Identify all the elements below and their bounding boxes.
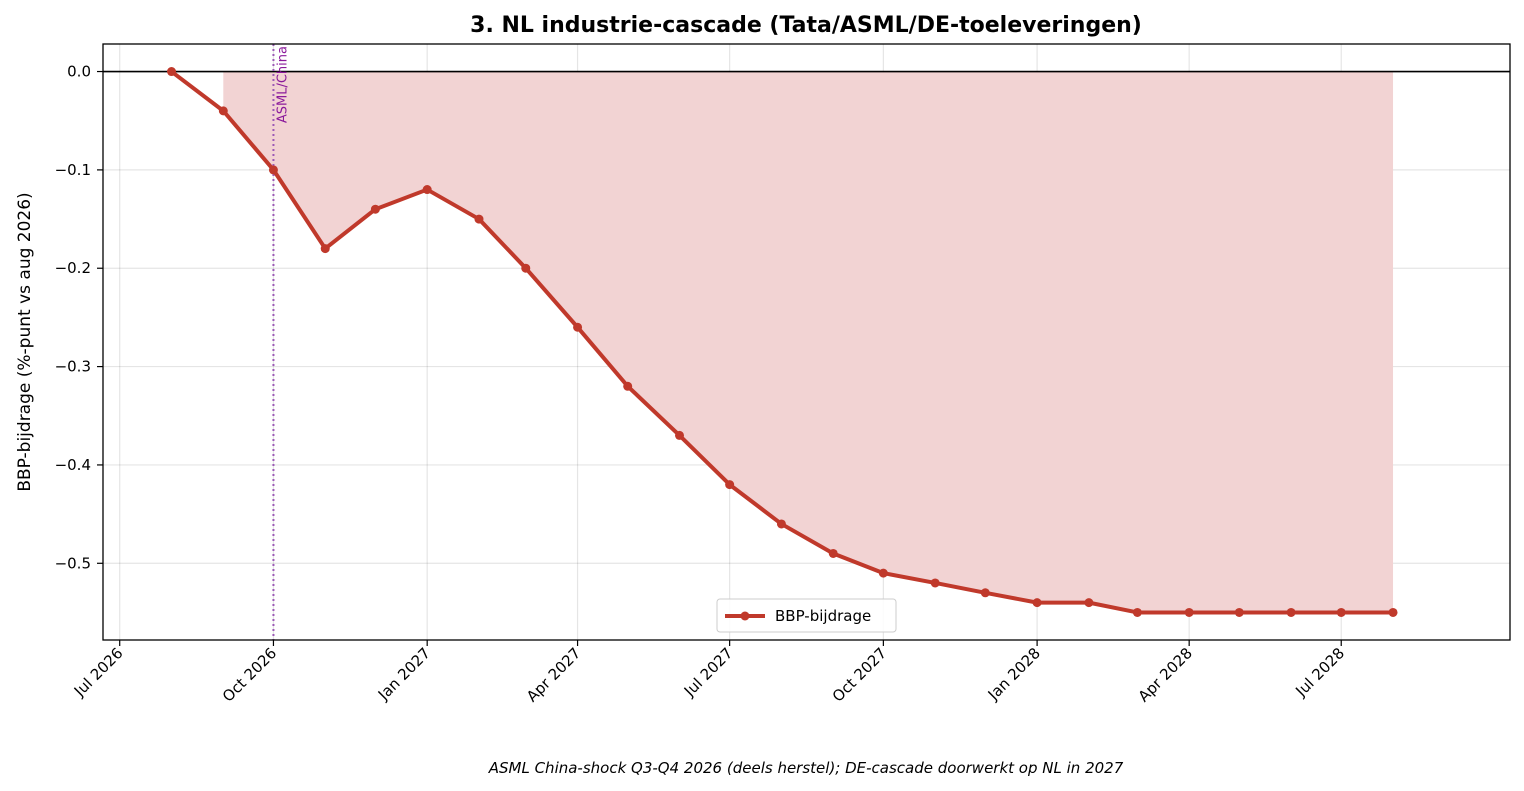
y-tick-label: 0.0	[67, 63, 91, 81]
data-point	[980, 588, 990, 598]
data-point	[218, 106, 228, 116]
series-points	[167, 67, 1398, 617]
data-point	[1132, 607, 1142, 617]
x-tick-label: Jul 2027	[680, 644, 737, 701]
x-tick-label: Jan 2028	[984, 644, 1044, 704]
data-point	[474, 214, 484, 224]
chart-title: 3. NL industrie-cascade (Tata/ASML/DE-to…	[470, 13, 1142, 38]
fill-area	[223, 71, 1394, 613]
data-point	[1388, 607, 1398, 617]
x-tick-label: Apr 2028	[1135, 644, 1196, 705]
data-point	[1336, 607, 1346, 617]
asml-china-marker-label: ASML/China	[275, 46, 290, 123]
y-axis-label: BBP-bijdrage (%-punt vs aug 2026)	[15, 192, 35, 491]
data-point	[623, 381, 633, 391]
data-point	[167, 67, 177, 77]
y-tick-label: −0.2	[55, 259, 91, 277]
x-tick-label: Jul 2028	[1291, 644, 1348, 701]
data-point	[675, 430, 685, 440]
data-point	[1032, 598, 1042, 608]
data-point	[268, 165, 278, 175]
data-point	[1234, 607, 1244, 617]
legend-label-bbp-bijdrage: BBP-bijdrage	[775, 607, 871, 625]
plot-frame	[102, 43, 1511, 641]
data-point	[573, 322, 583, 332]
x-tick-label: Jan 2027	[374, 644, 434, 704]
y-tick-label: −0.4	[55, 456, 91, 474]
y-tick-label: −0.1	[55, 161, 91, 179]
y-tick-label: −0.3	[55, 358, 91, 376]
data-point	[1084, 598, 1094, 608]
data-point	[320, 244, 330, 254]
legend: BBP-bijdrage	[716, 598, 897, 633]
data-point	[1184, 607, 1194, 617]
data-point	[828, 548, 838, 558]
x-tick-label: Jul 2026	[70, 644, 127, 701]
x-axis: Jul 2026 Oct 2026 Jan 2027 Apr 2027 Jul 2027…	[70, 640, 1348, 706]
data-point	[930, 578, 940, 588]
data-point	[422, 185, 432, 195]
legend-box	[716, 598, 897, 633]
y-axis: 0.0 −0.1 −0.2 −0.3 −0.4 −0.5	[55, 63, 103, 572]
x-tick-label: Apr 2027	[523, 644, 584, 705]
y-tick-label: −0.5	[55, 554, 91, 572]
x-tick-label: Oct 2027	[829, 644, 890, 705]
x-tick-label: Oct 2026	[219, 644, 280, 705]
data-point	[370, 204, 380, 214]
data-point	[776, 519, 786, 529]
data-point	[878, 568, 888, 578]
data-point	[521, 263, 531, 273]
data-point	[1286, 607, 1296, 617]
legend-swatch-marker	[740, 611, 750, 621]
chart-caption: ASML China-shock Q3-Q4 2026 (deels herst…	[488, 759, 1124, 777]
data-point	[725, 480, 735, 490]
